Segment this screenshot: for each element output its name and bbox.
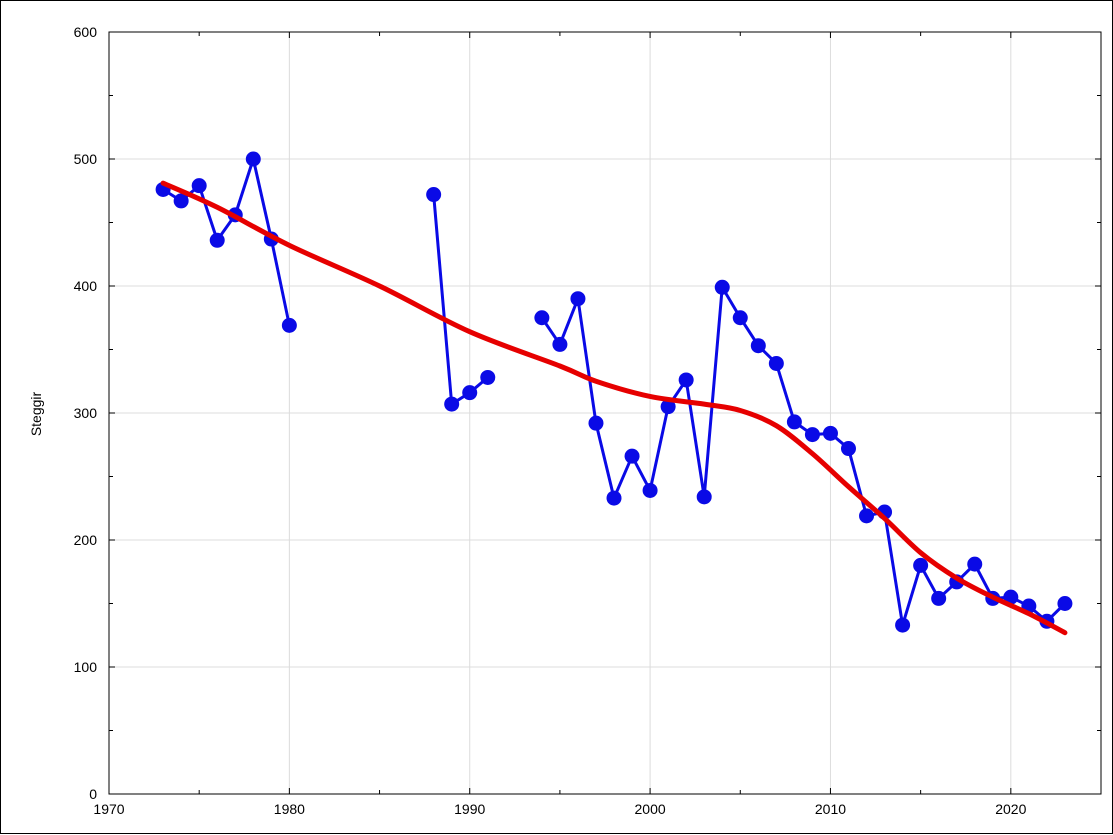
- data-point: [444, 396, 460, 412]
- y-tick-label: 100: [74, 659, 98, 675]
- data-point: [786, 414, 802, 430]
- data-point: [967, 556, 983, 572]
- y-tick-label: 600: [74, 24, 98, 40]
- y-tick-label: 0: [89, 786, 97, 802]
- data-series: [155, 151, 1073, 636]
- data-point: [859, 508, 875, 524]
- data-point: [1057, 596, 1073, 611]
- data-point: [768, 355, 784, 371]
- data-point: [480, 369, 496, 385]
- data-point: [660, 399, 676, 415]
- data-point: [173, 193, 189, 209]
- data-point: [209, 232, 225, 248]
- data-point: [606, 490, 622, 506]
- data-point: [1003, 589, 1019, 605]
- y-tick-label: 500: [74, 151, 98, 167]
- data-point: [714, 279, 730, 295]
- data-point: [426, 187, 442, 203]
- data-point: [931, 590, 947, 606]
- series-line-segment: [540, 285, 1066, 627]
- data-point: [191, 178, 207, 194]
- x-tick-label: 1980: [274, 801, 305, 817]
- x-tick-label: 1990: [454, 801, 485, 817]
- data-point: [696, 489, 712, 505]
- data-point: [840, 441, 856, 457]
- data-point: [552, 336, 568, 352]
- data-point: [588, 415, 604, 431]
- data-point: [534, 310, 550, 326]
- data-point: [895, 617, 911, 633]
- y-tick-label: 200: [74, 532, 98, 548]
- data-point: [822, 425, 838, 441]
- gridlines: [109, 32, 1101, 794]
- y-axis-label: Steggir: [28, 391, 44, 436]
- data-point: [624, 448, 640, 464]
- data-point: [804, 427, 820, 443]
- data-point: [245, 151, 261, 167]
- x-tick-label: 2000: [635, 801, 666, 817]
- data-point: [281, 317, 297, 333]
- data-point: [462, 385, 478, 401]
- axes: 1970 1980 1990 2000 2010 2020 0 100 200 300 400 500…: [74, 24, 1102, 817]
- series-line-segment: [432, 194, 489, 406]
- x-tick-label: 1970: [93, 801, 124, 817]
- y-tick-label: 400: [74, 278, 98, 294]
- data-point: [750, 338, 766, 354]
- data-point: [570, 291, 586, 307]
- x-tick-label: 2010: [815, 801, 846, 817]
- data-point: [732, 310, 748, 326]
- data-point: [642, 482, 658, 498]
- data-point: [913, 557, 929, 573]
- trend-line: [160, 180, 1068, 636]
- y-tick-label: 300: [74, 405, 98, 421]
- data-point: [678, 372, 694, 388]
- x-tick-label: 2020: [995, 801, 1026, 817]
